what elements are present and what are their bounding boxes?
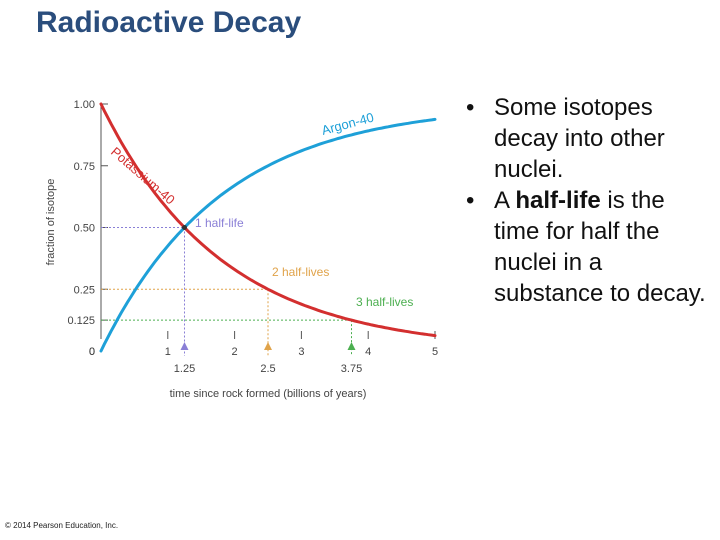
slide-title: Radioactive Decay — [36, 6, 302, 39]
series-label-argon: Argon-40 — [320, 110, 376, 138]
bullet-list: • Some isotopes decay into other nuclei. … — [466, 92, 716, 309]
half-life-x-label: 2.5 — [260, 363, 275, 375]
series-line — [99, 102, 437, 338]
half-life-label: 3 half-lives — [356, 295, 413, 309]
x-axis-title: time since rock formed (billions of year… — [170, 388, 367, 400]
copyright-notice: © 2014 Pearson Education, Inc. — [5, 521, 119, 530]
x-tick-label: 2 — [232, 346, 238, 358]
bullet-text: is the time for half the nuclei in a sub… — [494, 187, 706, 307]
y-tick-label: 0.125 — [67, 315, 95, 327]
bullet-item: • Some isotopes decay into other nuclei. — [466, 92, 716, 185]
bullet-text: Some isotopes decay into other nuclei. — [494, 94, 665, 183]
y-tick-label: 0.50 — [74, 223, 95, 235]
y-axis-title: fraction of isotope — [45, 179, 57, 266]
half-life-label: 2 half-lives — [272, 265, 329, 279]
series-label-potassium: Potassium-40 — [108, 144, 178, 207]
x-tick-label: 1 — [165, 346, 171, 358]
half-life-arrowhead — [264, 342, 272, 350]
x-tick-label: 4 — [365, 346, 371, 358]
x-tick-label: 0 — [89, 346, 95, 358]
intersection-point — [182, 225, 187, 230]
half-life-x-label: 1.25 — [174, 363, 195, 375]
x-tick-label: 3 — [298, 346, 304, 358]
half-life-x-label: 3.75 — [341, 363, 362, 375]
half-life-label: 1 half-life — [195, 216, 244, 230]
y-tick-label: 0.25 — [74, 284, 95, 296]
bullet-marker: • — [466, 187, 475, 214]
y-tick-label: 0.75 — [74, 161, 95, 173]
x-tick-label: 5 — [432, 346, 438, 358]
bullet-term: half-life — [515, 187, 601, 214]
half-life-arrowhead — [347, 342, 356, 350]
bullet-item: • A half-life is the time for half the nu… — [466, 185, 716, 309]
series-line — [99, 117, 437, 353]
y-tick-label: 0 — [89, 346, 95, 358]
y-tick-label: 1.00 — [74, 99, 95, 111]
bullet-text: A — [494, 187, 516, 214]
half-life-arrowhead — [180, 342, 189, 350]
bullet-marker: • — [466, 94, 475, 121]
